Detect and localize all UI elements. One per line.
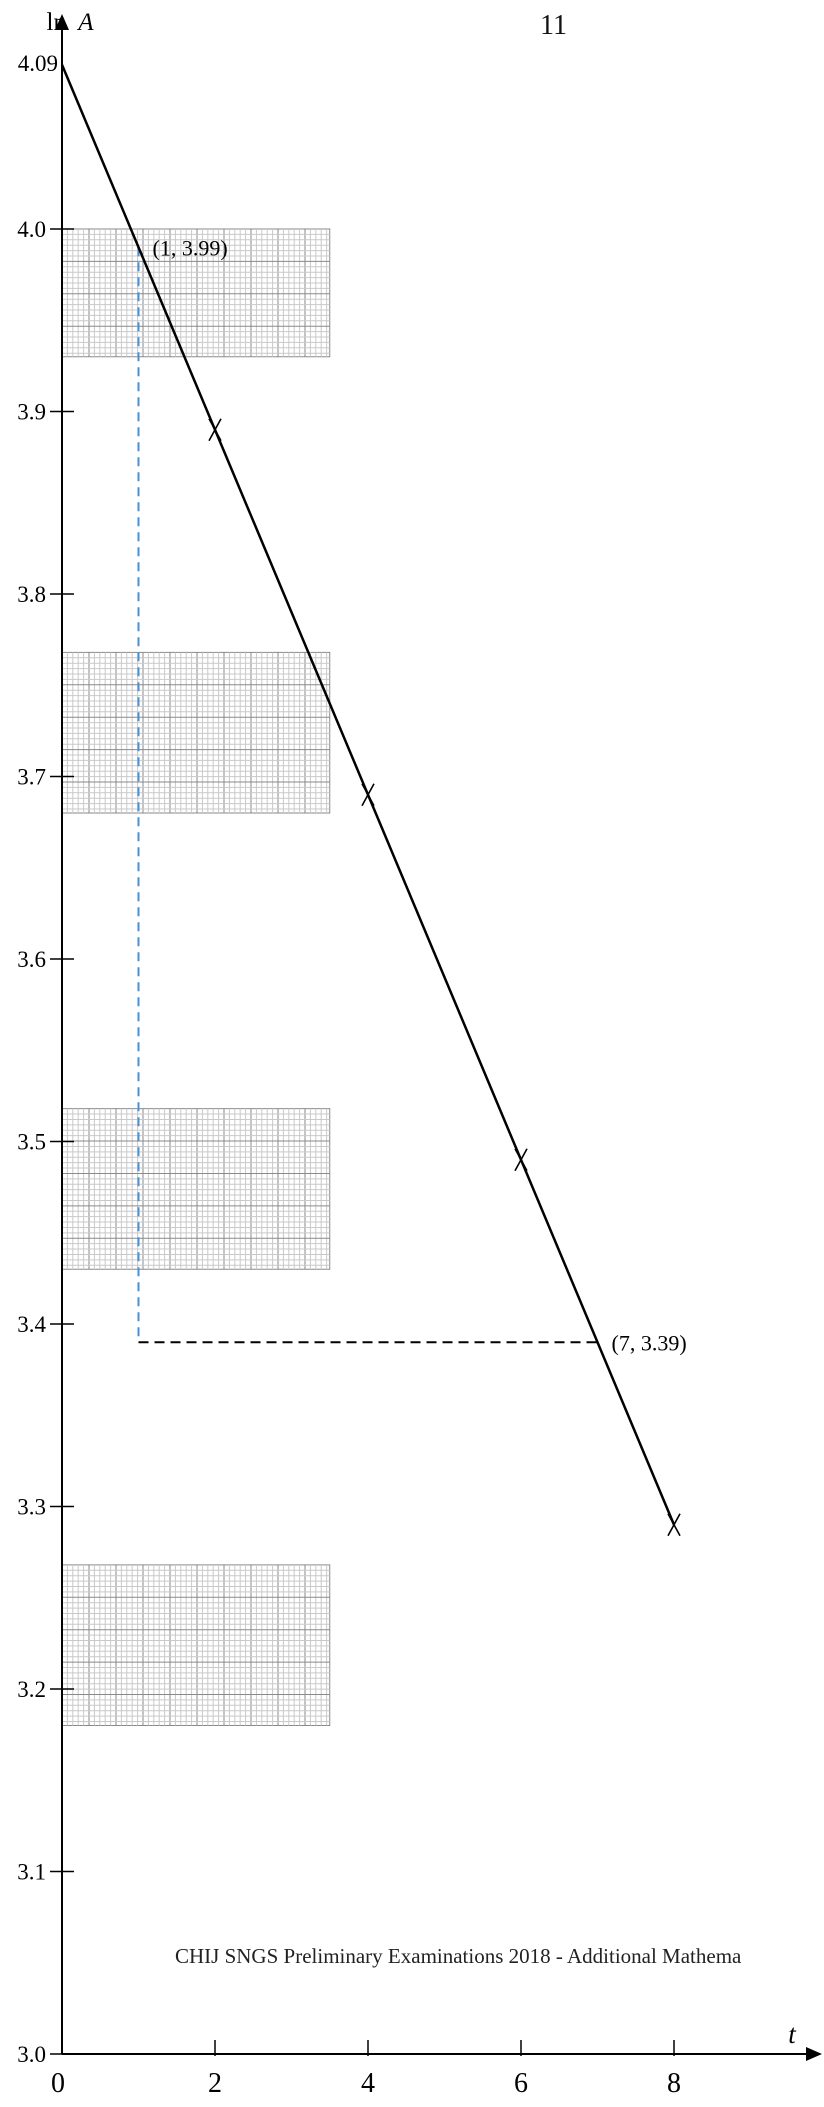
guide-lines <box>137 247 598 1344</box>
x-tick-label: 4 <box>361 2068 375 2099</box>
y-tick-label: 3.8 <box>17 582 46 607</box>
y-tick-label: 3.0 <box>17 2042 46 2067</box>
x-tick-label: 6 <box>514 2068 528 2099</box>
footer-text: CHIJ SNGS Preliminary Examinations 2018 … <box>175 1944 742 1968</box>
graph-paper-patch <box>61 651 331 814</box>
point-annotation: (1, 3.99) <box>153 235 228 260</box>
patch-border <box>61 1564 331 1727</box>
y-tick-label: 4.0 <box>17 217 46 242</box>
labels: 3.0 3.1 3.2 3.3 3.4 3.5 3.6 3.7 3.8 3.9 4.0 4.09 0 2 4… <box>17 9 797 2099</box>
x-tick-label: 8 <box>667 2068 681 2099</box>
graph-paper-patch <box>61 1564 331 1727</box>
x-axis-arrow-icon <box>806 2047 822 2061</box>
data-point-marker <box>667 1513 681 1537</box>
series-layer <box>60 64 681 1537</box>
y-tick-label: 3.5 <box>17 1130 46 1155</box>
page-number: 11 <box>540 10 567 41</box>
patch-border <box>61 651 331 814</box>
y-tick-label: 3.6 <box>17 947 46 972</box>
patch-border <box>61 1108 331 1270</box>
graph-paper-patch <box>61 228 331 358</box>
graph-paper-patch <box>61 1108 331 1270</box>
y-tick-label: 3.3 <box>17 1495 46 1520</box>
y-axis-label: ln A <box>47 9 95 36</box>
y-tick-label: 3.4 <box>17 1312 46 1337</box>
y-axis-arrow-icon <box>55 14 69 30</box>
y-tick-label: 3.2 <box>17 1677 46 1702</box>
y-tick-label: 3.7 <box>17 765 46 790</box>
x-axis-label: t <box>788 2019 797 2049</box>
axes <box>50 14 822 2061</box>
y-intercept-label: 4.09 <box>18 51 58 76</box>
point-annotation: (7, 3.39) <box>612 1330 687 1355</box>
x-tick-label: 2 <box>208 2068 222 2099</box>
data-point-marker <box>361 783 375 807</box>
graph-paper-patches <box>61 228 331 1727</box>
data-point-marker <box>514 1148 528 1172</box>
data-point-marker <box>208 418 222 442</box>
y-tick-label: 3.1 <box>17 1860 46 1885</box>
x-tick-label: 0 <box>51 2068 65 2099</box>
y-tick-label: 3.9 <box>17 400 46 425</box>
